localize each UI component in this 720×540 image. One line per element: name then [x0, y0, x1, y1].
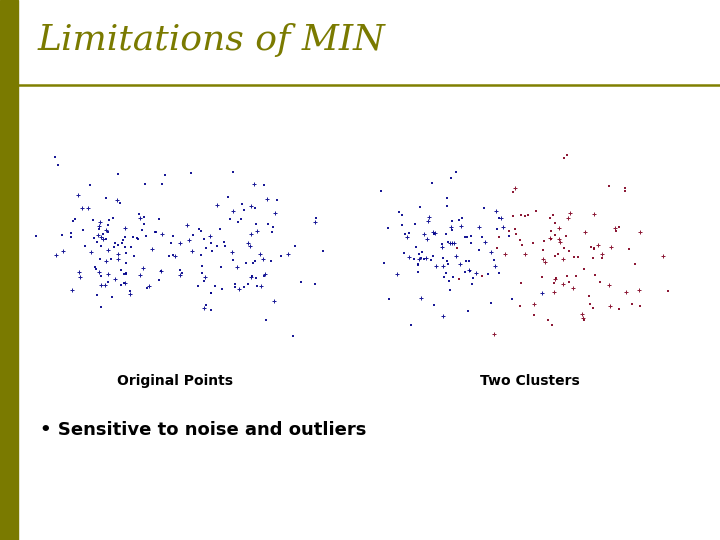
Bar — [0, 0, 18, 540]
Text: • Sensitive to noise and outliers: • Sensitive to noise and outliers — [40, 421, 366, 439]
Text: Limitations of MIN: Limitations of MIN — [38, 23, 386, 57]
Text: Original Points: Original Points — [117, 374, 233, 388]
Text: Two Clusters: Two Clusters — [480, 374, 580, 388]
